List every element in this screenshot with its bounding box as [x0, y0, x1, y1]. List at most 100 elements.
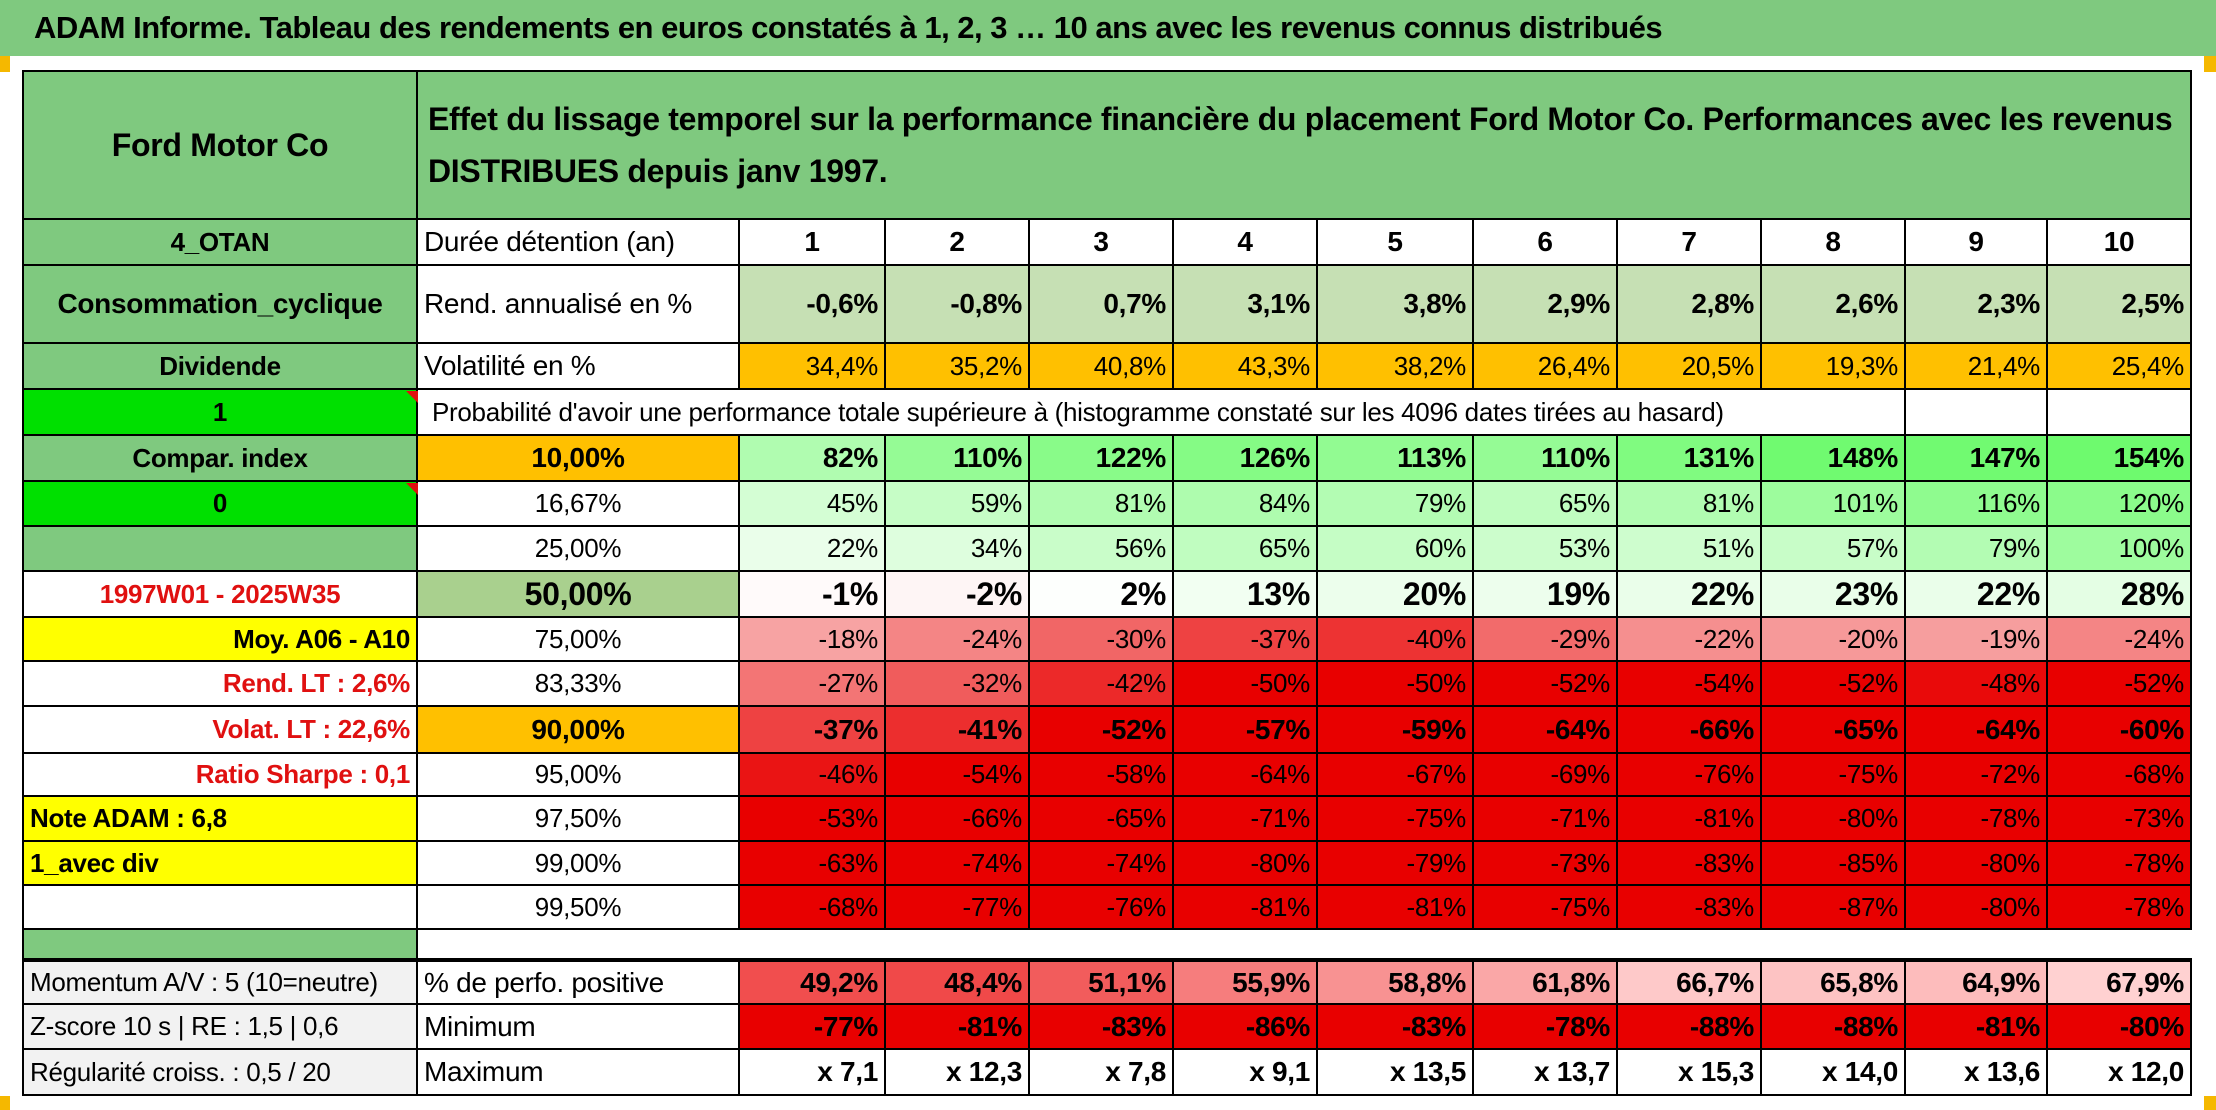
average-range: Moy. A06 - A10	[22, 618, 418, 662]
long-term-volatility: Volat. LT : 22,6%	[22, 707, 418, 754]
percentile-value: -75%	[1474, 886, 1618, 930]
percentile-value: 84%	[1174, 482, 1318, 527]
percentile-value: 22%	[740, 527, 886, 572]
percentile-label: 97,50%	[418, 797, 740, 842]
percentile-value: -54%	[1618, 662, 1762, 707]
maximum-value: x 7,1	[740, 1050, 886, 1096]
percentile-value: -83%	[1618, 886, 1762, 930]
percentile-value: -68%	[2048, 754, 2192, 797]
company-code: 4_OTAN	[22, 220, 418, 266]
percentile-value: -48%	[1906, 662, 2048, 707]
percentile-value: -68%	[740, 886, 886, 930]
percentile-value: 28%	[2048, 572, 2192, 618]
percentile-value: 65%	[1174, 527, 1318, 572]
year-header: 4	[1174, 220, 1318, 266]
maximum-value: x 15,3	[1618, 1050, 1762, 1096]
minimum-value: -86%	[1174, 1005, 1318, 1050]
percentile-value: -2%	[886, 572, 1030, 618]
year-header: 3	[1030, 220, 1174, 266]
annualized-return-value: 2,5%	[2048, 266, 2192, 344]
percentile-value: 59%	[886, 482, 1030, 527]
percentile-value: 53%	[1474, 527, 1618, 572]
percentile-value: -57%	[1174, 707, 1318, 754]
percentile-value: 82%	[740, 436, 886, 482]
long-term-return: Rend. LT : 2,6%	[22, 662, 418, 707]
percentile-value: 45%	[740, 482, 886, 527]
percentile-value: -40%	[1318, 618, 1474, 662]
annualized-return-value: -0,8%	[886, 266, 1030, 344]
holding-duration-label: Durée détention (an)	[418, 220, 740, 266]
percentile-value: 79%	[1318, 482, 1474, 527]
percentile-value: -85%	[1762, 842, 1906, 886]
percentile-value: -64%	[1474, 707, 1618, 754]
annualized-return-value: 3,1%	[1174, 266, 1318, 344]
zscore-label: Z-score 10 s | RE : 1,5 | 0,6	[22, 1005, 418, 1050]
year-header: 9	[1906, 220, 2048, 266]
percentile-value: 110%	[1474, 436, 1618, 482]
annualized-return-value: 0,7%	[1030, 266, 1174, 344]
frame-marker	[0, 1096, 10, 1110]
percentile-value: 122%	[1030, 436, 1174, 482]
blank-cell	[1906, 390, 2048, 436]
minimum-value: -78%	[1474, 1005, 1618, 1050]
sector-label: Consommation_cyclique	[22, 266, 418, 344]
percentile-value: -67%	[1318, 754, 1474, 797]
percentile-value: 22%	[1618, 572, 1762, 618]
percentile-value: -81%	[1318, 886, 1474, 930]
percentile-value: -79%	[1318, 842, 1474, 886]
percentile-label: 16,67%	[418, 482, 740, 527]
company-name: Ford Motor Co	[22, 70, 418, 220]
percentile-value: -75%	[1318, 797, 1474, 842]
percentile-value: 110%	[886, 436, 1030, 482]
percentile-value: -18%	[740, 618, 886, 662]
regularity-label: Régularité croiss. : 0,5 / 20	[22, 1050, 418, 1096]
volatility-value: 43,3%	[1174, 344, 1318, 390]
percentile-value: -66%	[1618, 707, 1762, 754]
variant-label: 1_avec div	[22, 842, 418, 886]
blank-green-cell	[22, 527, 418, 572]
adam-note: Note ADAM : 6,8	[22, 797, 418, 842]
percentile-value: 120%	[2048, 482, 2192, 527]
period-range: 1997W01 - 2025W35	[22, 572, 418, 618]
percentile-value: 34%	[886, 527, 1030, 572]
percentile-value: -24%	[886, 618, 1030, 662]
percentile-label: 99,00%	[418, 842, 740, 886]
percentile-value: -53%	[740, 797, 886, 842]
percentile-label: 50,00%	[418, 572, 740, 618]
positive-performance-value: 64,9%	[1906, 960, 2048, 1005]
percentile-value: -52%	[1474, 662, 1618, 707]
percentile-value: -78%	[2048, 886, 2192, 930]
frame-marker	[0, 56, 10, 72]
percentile-value: 81%	[1030, 482, 1174, 527]
volatility-value: 21,4%	[1906, 344, 2048, 390]
minimum-value: -81%	[1906, 1005, 2048, 1050]
percentile-value: -65%	[1030, 797, 1174, 842]
percentile-value: -50%	[1174, 662, 1318, 707]
percentile-value: -65%	[1762, 707, 1906, 754]
maximum-value: x 13,6	[1906, 1050, 2048, 1096]
percentile-label: 75,00%	[418, 618, 740, 662]
percentile-value: -24%	[2048, 618, 2192, 662]
minimum-value: -77%	[740, 1005, 886, 1050]
percentile-value: 20%	[1318, 572, 1474, 618]
percentile-value: 113%	[1318, 436, 1474, 482]
percentile-value: -80%	[1906, 842, 2048, 886]
annualized-return-label: Rend. annualisé en %	[418, 266, 740, 344]
positive-performance-value: 61,8%	[1474, 960, 1618, 1005]
separator-row	[418, 930, 2192, 960]
volatility-value: 26,4%	[1474, 344, 1618, 390]
volatility-value: 19,3%	[1762, 344, 1906, 390]
minimum-value: -80%	[2048, 1005, 2192, 1050]
percentile-value: 57%	[1762, 527, 1906, 572]
percentile-label: 10,00%	[418, 436, 740, 482]
percentile-value: -78%	[1906, 797, 2048, 842]
maximum-value: x 9,1	[1174, 1050, 1318, 1096]
percentile-value: -54%	[886, 754, 1030, 797]
percentile-value: 154%	[2048, 436, 2192, 482]
percentile-value: -52%	[2048, 662, 2192, 707]
separator-green	[22, 930, 418, 960]
percentile-value: 56%	[1030, 527, 1174, 572]
percentile-value: -78%	[2048, 842, 2192, 886]
minimum-value: -83%	[1030, 1005, 1174, 1050]
percentile-value: 148%	[1762, 436, 1906, 482]
